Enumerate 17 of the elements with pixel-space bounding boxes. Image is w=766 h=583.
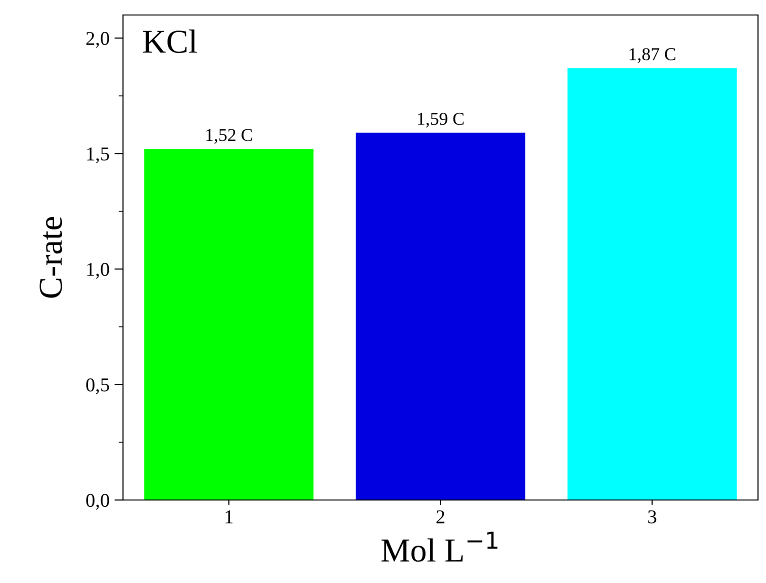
bar xyxy=(144,148,314,500)
bar xyxy=(356,132,526,500)
y-tick-label: 2,0 xyxy=(86,32,110,48)
y-tick-label: 1,5 xyxy=(87,147,110,164)
x-tick-label: 3 xyxy=(648,510,656,524)
data-label: 1,59 C xyxy=(418,112,464,128)
bar xyxy=(568,68,737,500)
data-label: 1,87 C xyxy=(630,48,676,63)
data-label: 1,52 C xyxy=(206,128,252,144)
x-axis-title: Mol L$^{−1}$ xyxy=(381,532,498,562)
y-axis-title: C-rate xyxy=(40,217,62,298)
y-tick-label: 0,0 xyxy=(86,494,110,510)
x-tick-label: 2 xyxy=(436,510,444,524)
chart-title: KCl xyxy=(143,30,197,54)
y-tick-label: 0,5 xyxy=(86,378,110,394)
y-tick-label: 1,0 xyxy=(87,262,110,279)
x-tick-label: 1 xyxy=(226,510,233,524)
